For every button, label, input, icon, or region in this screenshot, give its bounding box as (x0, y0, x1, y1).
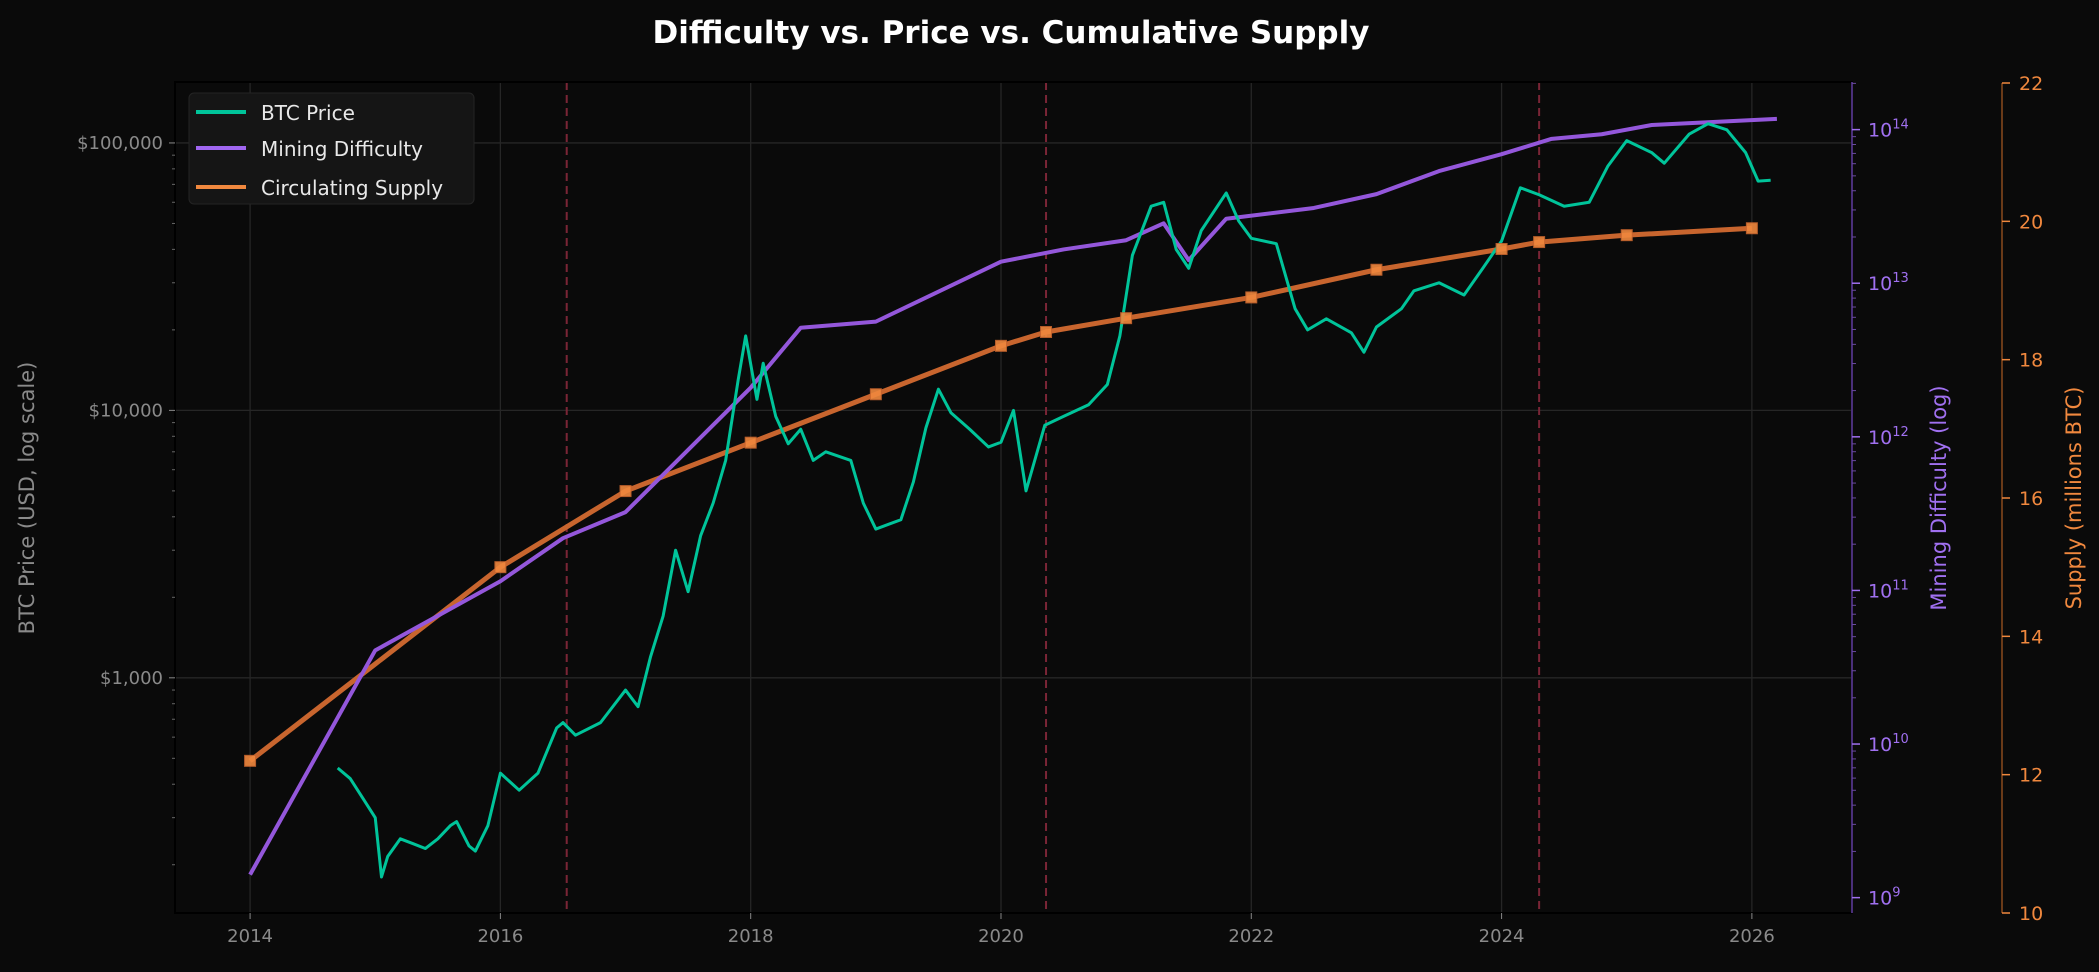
supply-marker (1040, 326, 1053, 338)
legend-label-price: BTC Price (261, 101, 355, 125)
x-tick-label: 2018 (728, 926, 774, 947)
x-tick-label: 2020 (978, 926, 1024, 947)
price-axis-label: BTC Price (USD, log scale) (15, 362, 39, 635)
supply-marker (1745, 222, 1758, 235)
x-tick-label: 2016 (477, 926, 523, 947)
difficulty-tick-label: 109 (1868, 886, 1900, 910)
series-layer (244, 116, 1778, 879)
difficulty-axis-label: Mining Difficulty (log) (1927, 385, 1951, 610)
supply-marker (1370, 263, 1383, 276)
grid (175, 82, 1852, 913)
supply-marker (869, 388, 882, 401)
x-tick-label: 2026 (1729, 926, 1775, 947)
supply-marker (494, 561, 507, 574)
price-tick-label: $10,000 (89, 400, 163, 421)
price-tick-label: $100,000 (77, 133, 163, 154)
legend-label-supply: Circulating Supply (261, 176, 443, 200)
supply-marker (744, 436, 757, 449)
x-tick-label: 2014 (227, 926, 273, 947)
difficulty-line (248, 116, 1778, 876)
x-tick-label: 2024 (1479, 926, 1525, 947)
supply-tick-label: 12 (2019, 765, 2043, 787)
chart-title: Difficulty vs. Price vs. Cumulative Supp… (653, 15, 1370, 51)
supply-marker (994, 339, 1007, 352)
x-tick-label: 2022 (1228, 926, 1274, 947)
supply-marker (1620, 229, 1633, 242)
supply-tick-label: 10 (2019, 903, 2043, 925)
price-line (336, 122, 1771, 879)
supply-marker (1495, 243, 1508, 255)
supply-axis-label: Supply (millions BTC) (2062, 387, 2086, 610)
supply-marker (244, 754, 257, 767)
supply-marker (1245, 291, 1258, 304)
supply-tick-label: 22 (2019, 73, 2043, 95)
supply-tick-label: 16 (2019, 488, 2043, 510)
supply-tick-label: 20 (2019, 211, 2043, 233)
legend-label-difficulty: Mining Difficulty (261, 137, 423, 161)
supply-marker (1533, 236, 1546, 249)
price-tick-label: $1,000 (100, 668, 163, 689)
difficulty-tick-label: 1014 (1868, 118, 1909, 142)
supply-marker (619, 485, 632, 498)
supply-tick-label: 18 (2019, 350, 2043, 372)
halving-lines (565, 82, 1541, 913)
supply-tick-label: 14 (2019, 626, 2043, 648)
legend: BTC Price Mining Difficulty Circulating … (188, 92, 475, 205)
supply-marker (1120, 312, 1133, 325)
legend-box (188, 92, 475, 205)
